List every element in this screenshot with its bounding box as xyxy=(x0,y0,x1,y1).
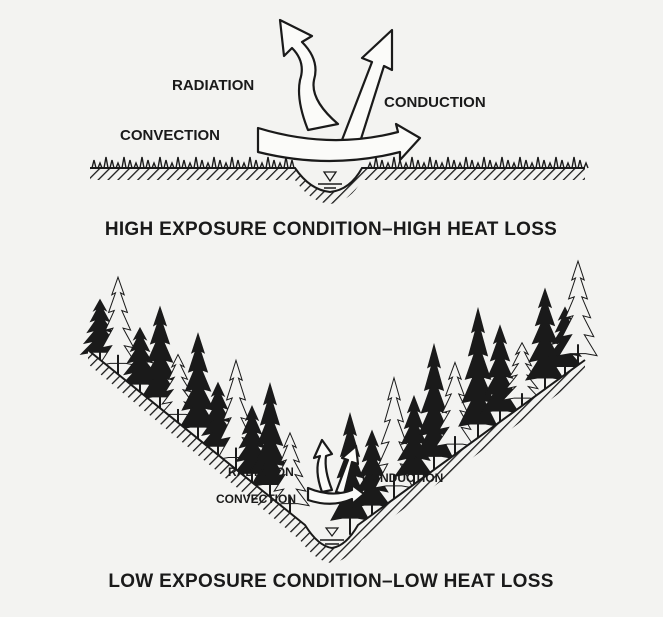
top-caption: HIGH EXPOSURE CONDITION–HIGH HEAT LOSS xyxy=(105,219,557,240)
top-radiation-label: RADIATION xyxy=(172,77,254,94)
top-arrows xyxy=(258,20,420,161)
diagram: RADIATION CONDUCTION CONVECTION HIGH EXP… xyxy=(0,0,663,617)
top-convection-label: CONVECTION xyxy=(120,127,220,144)
top-conduction-label: CONDUCTION xyxy=(384,94,486,111)
bottom-conduction-label: CONDUCTION xyxy=(362,471,443,485)
bottom-convection-label: CONVECTION xyxy=(216,492,296,506)
bottom-caption: LOW EXPOSURE CONDITION–LOW HEAT LOSS xyxy=(108,571,553,592)
bottom-radiation-label: RADIATION xyxy=(228,465,294,479)
top-ground xyxy=(90,157,588,204)
